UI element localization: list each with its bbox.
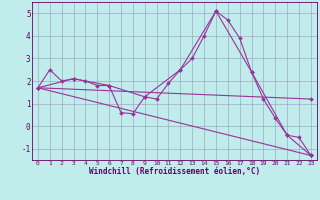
X-axis label: Windchill (Refroidissement éolien,°C): Windchill (Refroidissement éolien,°C): [89, 167, 260, 176]
